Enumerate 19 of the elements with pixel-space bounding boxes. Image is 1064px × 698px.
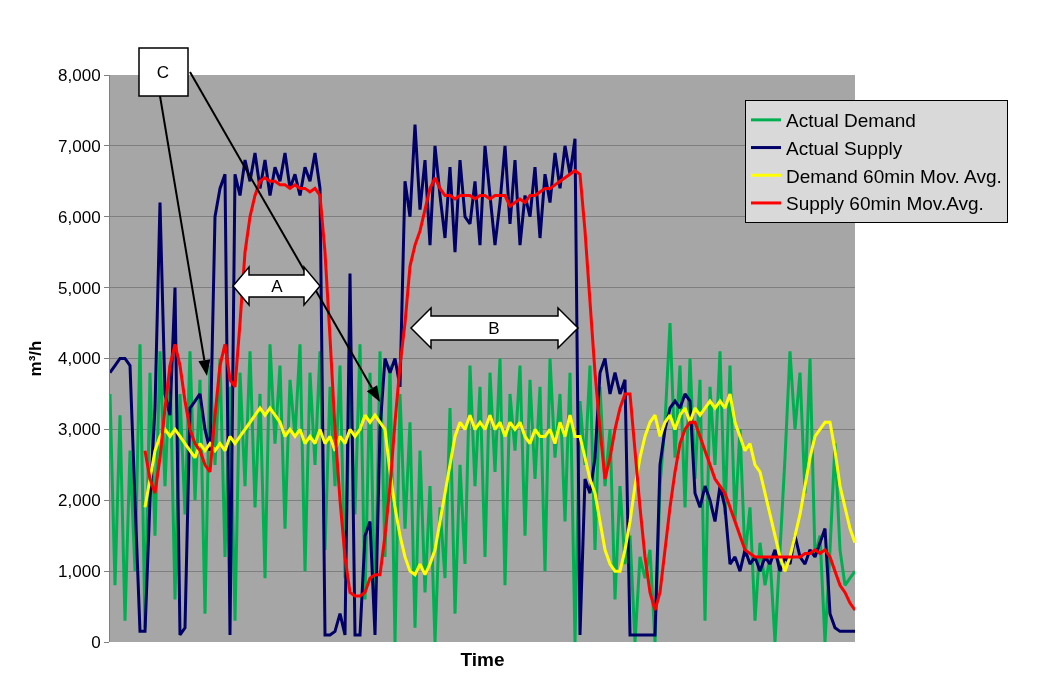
annotation: B bbox=[488, 318, 500, 338]
line-series bbox=[143, 392, 855, 577]
y-tick-label: 2,000 bbox=[58, 491, 101, 511]
y-axis-title: m³/h bbox=[25, 340, 45, 377]
y-tick-label: 8,000 bbox=[58, 65, 101, 85]
y-tick-label: 0 bbox=[91, 632, 101, 652]
y-tick-label: 6,000 bbox=[58, 207, 101, 227]
legend-label: Supply 60min Mov.Avg. bbox=[786, 193, 984, 215]
y-tick-label: 1,000 bbox=[58, 562, 101, 582]
y-tick-label: 4,000 bbox=[58, 349, 101, 369]
annotation: C bbox=[156, 62, 170, 82]
y-tick-label: 3,000 bbox=[58, 420, 101, 440]
y-tick-label: 5,000 bbox=[58, 278, 101, 298]
legend-label: Actual Supply bbox=[786, 137, 903, 159]
legend-label: Demand 60min Mov. Avg. bbox=[786, 165, 1002, 187]
x-axis-title: Time bbox=[460, 648, 505, 670]
annotation: A bbox=[271, 276, 284, 296]
legend-label: Actual Demand bbox=[786, 110, 916, 132]
y-tick-label: 7,000 bbox=[58, 136, 101, 156]
